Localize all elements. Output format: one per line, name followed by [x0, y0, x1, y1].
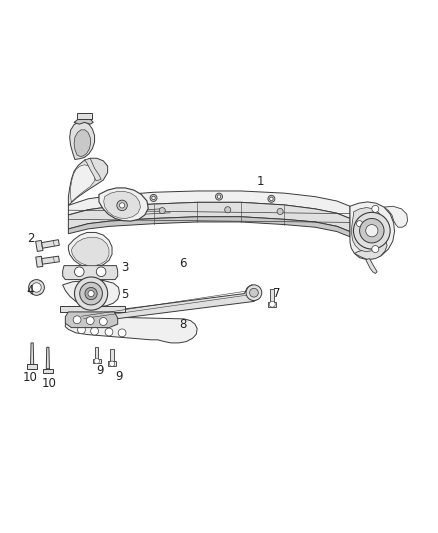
Circle shape: [85, 287, 97, 300]
Circle shape: [217, 195, 221, 198]
Polygon shape: [63, 265, 118, 280]
Text: 10: 10: [41, 377, 56, 390]
Circle shape: [99, 318, 107, 326]
Circle shape: [372, 246, 379, 253]
Polygon shape: [65, 316, 197, 343]
Circle shape: [372, 205, 379, 212]
Polygon shape: [354, 239, 387, 260]
Circle shape: [117, 200, 127, 211]
Circle shape: [250, 288, 258, 297]
Circle shape: [268, 195, 275, 203]
Circle shape: [270, 197, 273, 200]
Polygon shape: [85, 158, 101, 181]
Polygon shape: [36, 256, 43, 267]
Polygon shape: [42, 256, 60, 264]
Circle shape: [152, 196, 155, 200]
Circle shape: [74, 267, 84, 277]
Circle shape: [366, 224, 378, 237]
Polygon shape: [65, 312, 118, 328]
Circle shape: [159, 207, 165, 214]
Polygon shape: [46, 348, 49, 369]
Polygon shape: [42, 240, 59, 248]
Circle shape: [353, 212, 390, 249]
Polygon shape: [352, 207, 385, 252]
Polygon shape: [71, 237, 109, 265]
Circle shape: [73, 316, 81, 324]
Polygon shape: [68, 203, 350, 231]
Circle shape: [96, 267, 106, 277]
Polygon shape: [104, 191, 141, 219]
Polygon shape: [270, 289, 274, 302]
Polygon shape: [74, 285, 261, 325]
Polygon shape: [68, 217, 350, 237]
Polygon shape: [27, 365, 37, 369]
Text: 9: 9: [96, 364, 104, 377]
Polygon shape: [68, 232, 112, 268]
Polygon shape: [71, 165, 95, 202]
Circle shape: [32, 282, 41, 292]
Polygon shape: [77, 113, 92, 119]
Polygon shape: [108, 361, 116, 366]
Circle shape: [91, 327, 99, 335]
Circle shape: [360, 219, 384, 243]
Circle shape: [118, 329, 126, 337]
Polygon shape: [68, 158, 108, 205]
Text: 9: 9: [116, 370, 123, 383]
Polygon shape: [63, 280, 120, 306]
Circle shape: [78, 326, 85, 334]
Text: 4: 4: [27, 284, 34, 297]
Circle shape: [246, 285, 262, 301]
Text: 8: 8: [180, 318, 187, 330]
Polygon shape: [93, 359, 101, 364]
Circle shape: [105, 328, 113, 336]
Text: 5: 5: [121, 288, 129, 301]
Polygon shape: [31, 343, 34, 365]
Polygon shape: [74, 130, 91, 157]
Circle shape: [215, 193, 223, 200]
Circle shape: [88, 290, 94, 297]
Polygon shape: [35, 240, 43, 252]
Text: 1: 1: [257, 175, 264, 188]
Circle shape: [357, 221, 363, 227]
Circle shape: [28, 280, 44, 295]
Polygon shape: [350, 202, 395, 260]
Text: 7: 7: [273, 287, 280, 300]
Polygon shape: [70, 122, 95, 159]
Circle shape: [120, 203, 125, 208]
Text: 6: 6: [180, 256, 187, 270]
Text: 2: 2: [27, 232, 34, 245]
Polygon shape: [268, 302, 276, 306]
Circle shape: [80, 282, 102, 305]
Polygon shape: [74, 117, 93, 124]
Polygon shape: [384, 206, 408, 227]
Circle shape: [74, 277, 108, 310]
Text: 10: 10: [23, 372, 38, 384]
Circle shape: [150, 195, 157, 201]
Text: 3: 3: [121, 261, 129, 274]
Circle shape: [86, 317, 94, 325]
Polygon shape: [366, 259, 377, 273]
Polygon shape: [42, 369, 53, 374]
Circle shape: [110, 361, 115, 366]
Polygon shape: [60, 306, 125, 312]
Polygon shape: [110, 350, 114, 361]
Circle shape: [277, 208, 283, 215]
Polygon shape: [68, 191, 350, 219]
Circle shape: [94, 358, 99, 364]
Circle shape: [225, 207, 231, 213]
Polygon shape: [95, 347, 99, 359]
Polygon shape: [99, 188, 148, 221]
Circle shape: [269, 301, 275, 307]
